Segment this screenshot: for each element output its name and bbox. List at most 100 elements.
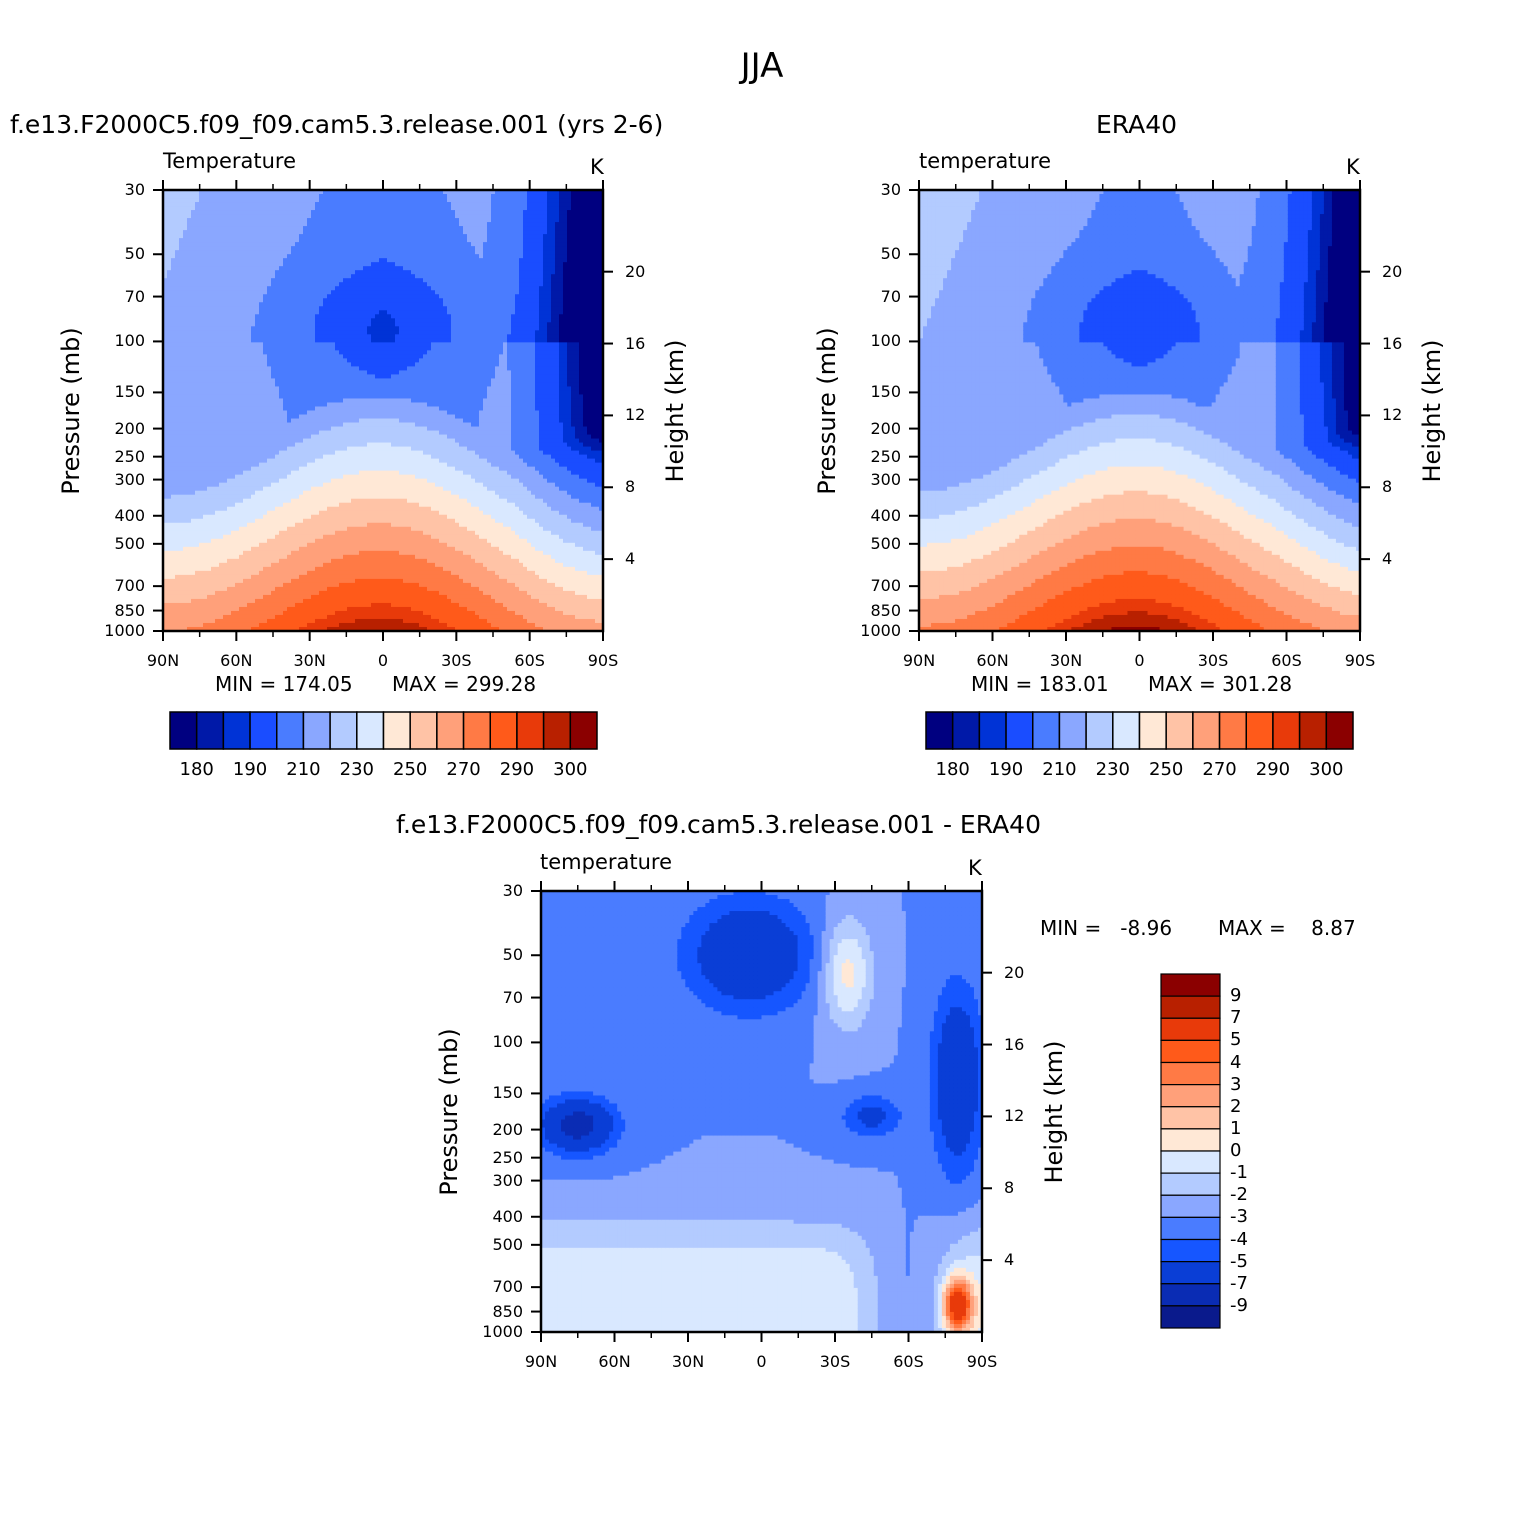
panel1-x-tick-label: 60S: [514, 651, 545, 670]
panel1-colorbar-label: 180: [180, 759, 214, 780]
panel2-x-tick-label: 0: [1134, 651, 1144, 670]
panel1-y-tick-label: 1000: [104, 621, 145, 640]
panel1-colorbar-label: 250: [393, 759, 427, 780]
panel3-x-tick-label: 30S: [820, 1352, 851, 1371]
panel1-y-tick-label: 200: [114, 419, 145, 438]
panel2-colorbar-label: 210: [1042, 759, 1076, 780]
panel2-y2-tick-label: 20: [1382, 262, 1402, 281]
panel3-variable-label: temperature: [540, 850, 672, 874]
panel1-variable-label: Temperature: [163, 149, 296, 173]
panel1-x-tick-label: 60N: [220, 651, 252, 670]
panel3-colorbar-label: 0: [1230, 1140, 1241, 1161]
panel1-x-tick-label: 90S: [588, 651, 619, 670]
panel2-x-tick-label: 30N: [1050, 651, 1082, 670]
panel3-contour-field: [541, 891, 983, 1333]
panel3-colorbar-label: 7: [1230, 1007, 1241, 1028]
panel2-y-tick-label: 100: [870, 331, 901, 350]
panel3-max-label: MAX = 8.87: [1218, 916, 1356, 940]
panel2-colorbar-label: 300: [1309, 759, 1343, 780]
panel3-colorbar-label: -7: [1230, 1273, 1248, 1294]
panel1-y2-tick-label: 20: [625, 262, 645, 281]
panel1-x-tick-label: 30S: [441, 651, 472, 670]
panel2-units-label: K: [1346, 155, 1360, 179]
panel3-y-tick-label: 150: [492, 1083, 523, 1102]
panel1-y-tick-label: 50: [125, 244, 145, 263]
panel2-x-tick-label: 60S: [1271, 651, 1302, 670]
panel2-y-tick-label: 300: [870, 470, 901, 489]
panel1-colorbar-label: 290: [500, 759, 534, 780]
panel3-y-tick-label: 70: [503, 988, 523, 1007]
panel3-y2-tick-label: 12: [1004, 1106, 1024, 1125]
panel2-y2-tick-label: 12: [1382, 405, 1402, 424]
panel3-colorbar-label: 3: [1230, 1074, 1241, 1095]
panel1-colorbar-label: 300: [553, 759, 587, 780]
panel2-y2-tick-label: 16: [1382, 334, 1402, 353]
panel2-title: ERA40: [1096, 110, 1177, 139]
panel3-y2-axis-title: Height (km): [1040, 1040, 1068, 1183]
panel3-colorbar-label: -1: [1230, 1162, 1248, 1183]
panel3-x-tick-label: 90N: [525, 1352, 557, 1371]
panel1-x-tick-label: 90N: [147, 651, 179, 670]
panel1-x-tick-label: 0: [378, 651, 388, 670]
panel1-y-tick-label: 150: [114, 382, 145, 401]
panel2-variable-label: temperature: [919, 149, 1051, 173]
panel1-y-tick-label: 100: [114, 331, 145, 350]
panel2-y2-axis-title: Height (km): [1418, 339, 1446, 482]
panel1-y-tick-label: 400: [114, 506, 145, 525]
panel1-y-tick-label: 250: [114, 447, 145, 466]
panel2-y-tick-label: 50: [881, 244, 901, 263]
panel2-x-tick-label: 60N: [976, 651, 1008, 670]
panel3-x-tick-label: 90S: [967, 1352, 998, 1371]
panel2-y-tick-label: 850: [870, 601, 901, 620]
panel2-y-tick-label: 150: [870, 382, 901, 401]
panel2-contour-field: [919, 190, 1361, 632]
page-title: JJA: [0, 46, 1524, 86]
panel3-min-label: MIN = -8.96: [1040, 916, 1172, 940]
panel1-y2-axis-title: Height (km): [661, 339, 689, 482]
panel2-y-tick-label: 250: [870, 447, 901, 466]
panel3-x-tick-label: 60N: [598, 1352, 630, 1371]
panel3-colorbar-label: -4: [1230, 1229, 1248, 1250]
panel3-colorbar-label: 2: [1230, 1096, 1241, 1117]
panel2-x-tick-label: 90N: [903, 651, 935, 670]
panel2-colorbar-label: 190: [989, 759, 1023, 780]
panel1-colorbar-label: 210: [286, 759, 320, 780]
panel3-y2-tick-label: 4: [1004, 1250, 1014, 1269]
panel2-colorbar-label: 230: [1096, 759, 1130, 780]
panel3-colorbar-label: -9: [1230, 1295, 1248, 1316]
panel3-y-tick-label: 250: [492, 1148, 523, 1167]
panel1-contour-field: [163, 190, 604, 632]
panel1-y2-tick-label: 12: [625, 405, 645, 424]
panel3-title: f.e13.F2000C5.f09_f09.cam5.3.release.001…: [396, 810, 1041, 839]
panel2-y2-tick-label: 8: [1382, 477, 1392, 496]
panel3-colorbar-label: 9: [1230, 985, 1241, 1006]
panel3-units-label: K: [968, 856, 982, 880]
panel2-x-tick-label: 30S: [1198, 651, 1229, 670]
panel2-y-tick-label: 30: [881, 180, 901, 199]
panel3-y-tick-label: 50: [503, 945, 523, 964]
panel2-y-tick-label: 500: [870, 534, 901, 553]
panel1-y2-tick-label: 4: [625, 549, 635, 568]
panel1-units-label: K: [590, 155, 604, 179]
panel1-y-tick-label: 850: [114, 601, 145, 620]
panel3-y-tick-label: 500: [492, 1235, 523, 1254]
panel3-y-tick-label: 400: [492, 1207, 523, 1226]
panel2-y-tick-label: 400: [870, 506, 901, 525]
panel2-y-tick-label: 1000: [860, 621, 901, 640]
panel2-colorbar-label: 250: [1149, 759, 1183, 780]
panel1-y2-tick-label: 8: [625, 477, 635, 496]
panel1-colorbar: [169, 711, 598, 750]
panel3-y-tick-label: 850: [492, 1302, 523, 1321]
panel2-y-tick-label: 200: [870, 419, 901, 438]
panel2-colorbar-label: 270: [1202, 759, 1236, 780]
panel3-y2-tick-label: 16: [1004, 1035, 1024, 1054]
panel3-colorbar: [1160, 973, 1221, 1329]
panel3-y-tick-label: 30: [503, 881, 523, 900]
panel1-colorbar-label: 190: [233, 759, 267, 780]
panel3-colorbar-label: -5: [1230, 1251, 1248, 1272]
panel3-colorbar-label: 1: [1230, 1118, 1241, 1139]
panel3-y-tick-label: 300: [492, 1171, 523, 1190]
panel2-x-tick-label: 90S: [1345, 651, 1376, 670]
panel3-colorbar-label: -3: [1230, 1206, 1248, 1227]
